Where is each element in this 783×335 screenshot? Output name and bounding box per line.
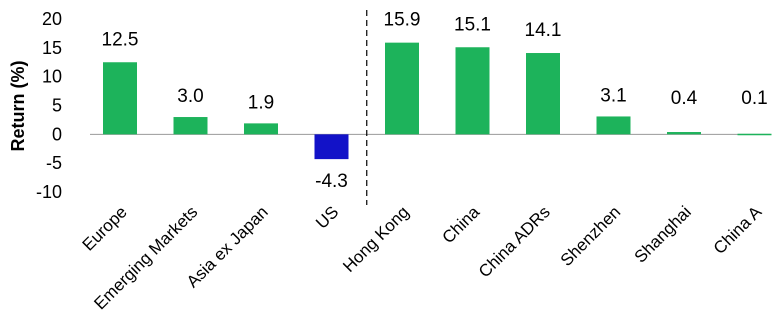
category-label: Hong Kong (339, 202, 413, 276)
category-label: China (438, 202, 483, 247)
bar-china-adrs (526, 53, 560, 135)
y-axis-ticks: 20 15 10 5 0 -5 -10 (36, 9, 62, 202)
bar-shanghai (667, 132, 701, 135)
data-label: 15.1 (454, 14, 491, 35)
category-label: China A (710, 202, 766, 258)
y-tick-label: 0 (52, 124, 62, 144)
data-label: 3.0 (177, 86, 203, 107)
y-tick-label: 20 (42, 9, 62, 29)
data-label: 14.1 (525, 20, 562, 41)
data-label: 15.9 (384, 10, 421, 31)
data-label: 3.1 (600, 85, 626, 106)
bar-china (455, 47, 490, 135)
category-label: Europe (79, 202, 131, 254)
category-label: China ADRs (475, 202, 554, 281)
bar-asia-ex-japan (244, 123, 278, 135)
data-label: 0.4 (671, 88, 698, 109)
bar-shenzhen (596, 116, 631, 135)
y-tick-label: 10 (42, 67, 62, 87)
bar-china-a (737, 133, 772, 136)
data-labels: 12.5 3.0 1.9 -4.3 15.9 15.1 14.1 3.1 0.4 0.1 (102, 10, 768, 192)
y-tick-label: 5 (52, 96, 62, 116)
data-label: -4.3 (315, 171, 348, 192)
data-label: 12.5 (102, 29, 139, 50)
category-label: Shenzhen (557, 202, 625, 270)
bar-europe (103, 62, 137, 135)
data-label: 0.1 (741, 88, 767, 109)
y-tick-label: 15 (42, 38, 62, 58)
y-tick-label: -10 (36, 182, 62, 202)
data-label: 1.9 (248, 92, 274, 113)
category-label: US (312, 202, 342, 232)
bar-hong-kong (385, 42, 419, 135)
category-label: Shanghai (631, 202, 695, 266)
bars (103, 42, 772, 160)
bar-us (314, 134, 349, 160)
bar-emerging-markets (173, 117, 208, 135)
y-tick-label: -5 (46, 153, 62, 173)
y-axis-title: Return (%) (8, 61, 28, 152)
